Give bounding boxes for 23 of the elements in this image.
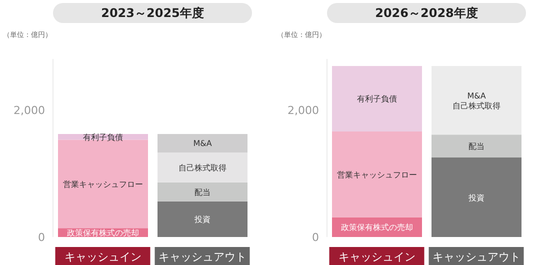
series-label: 営業キャッシュフロー bbox=[337, 170, 417, 180]
x-tick-label: キャッシュアウト bbox=[432, 250, 520, 264]
series-label: M&A bbox=[193, 139, 212, 148]
y-tick-label: 0 bbox=[38, 230, 45, 244]
series-label: 有利子負債 bbox=[357, 94, 397, 104]
y-tick-label: 2,000 bbox=[288, 104, 319, 117]
x-tick-label: キャッシュイン bbox=[338, 250, 416, 264]
series-label: 営業キャッシュフロー bbox=[63, 180, 143, 189]
series-label: 政策保有株式の売却 bbox=[67, 228, 139, 238]
y-tick-label: 2,000 bbox=[14, 104, 45, 117]
chart-title: 2026～2028年度 bbox=[327, 3, 526, 23]
series-label: 有利子負債 bbox=[83, 132, 123, 142]
series-label: 配当 bbox=[468, 142, 484, 152]
chart-title: 2023～2025年度 bbox=[53, 3, 252, 23]
series-label: 政策保有株式の売却 bbox=[341, 223, 413, 232]
series-label: 配当 bbox=[194, 188, 210, 197]
x-tick-label: キャッシュアウト bbox=[158, 250, 246, 264]
series-label: 投資 bbox=[468, 193, 484, 202]
series-label: 投資 bbox=[194, 215, 210, 224]
y-tick-label: 0 bbox=[312, 230, 319, 244]
x-tick-label: キャッシュイン bbox=[64, 250, 142, 264]
series-label: M&A 自己株式取得 bbox=[452, 91, 500, 110]
series-label: 自己株式取得 bbox=[178, 163, 226, 172]
